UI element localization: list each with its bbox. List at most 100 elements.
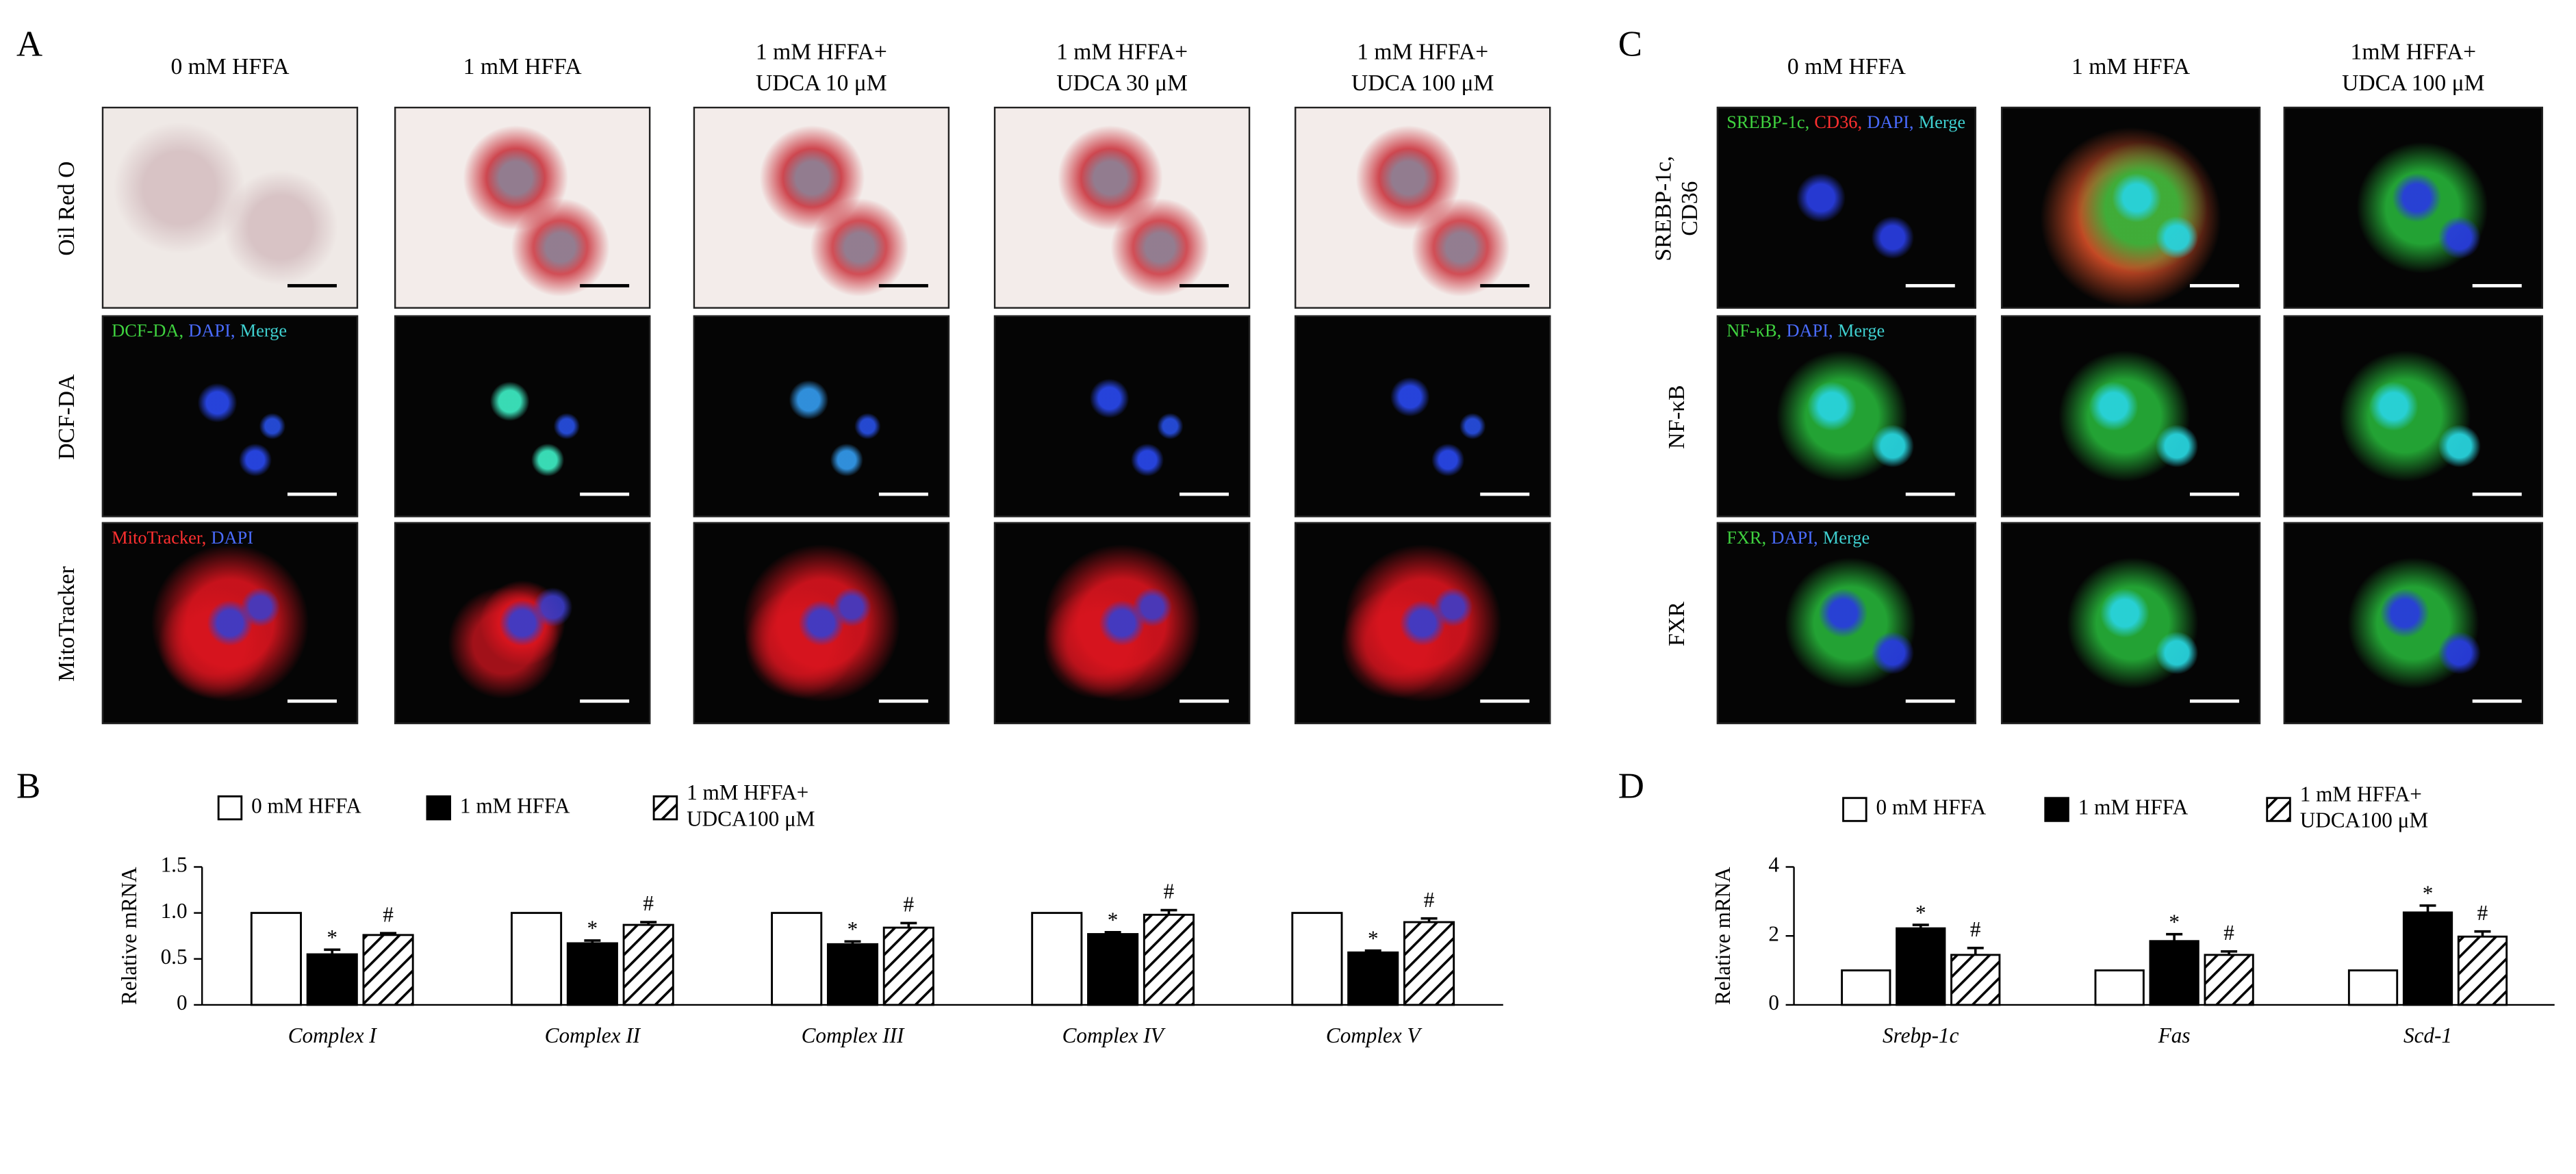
micrograph: FXR, DAPI, Merge xyxy=(1716,522,1976,724)
y-axis-label: Relative mRNA xyxy=(1711,867,1735,1005)
x-tick-label: Complex IV xyxy=(1062,1023,1166,1047)
bar xyxy=(2149,940,2199,1006)
scale-bar xyxy=(580,699,630,703)
scale-bar xyxy=(2189,492,2239,496)
significance-mark: # xyxy=(1164,880,1175,904)
significance-mark: * xyxy=(327,926,337,949)
micrograph xyxy=(394,106,651,309)
column-header: 1mM HFFA+ UDCA 100 μM xyxy=(2342,40,2485,97)
stain-legend: SREBP-1c, CD36, DAPI, Merge xyxy=(1726,114,1970,133)
significance-mark: * xyxy=(2169,910,2180,934)
scale-bar xyxy=(287,492,337,496)
legend-swatch xyxy=(1842,797,1867,822)
scale-bar xyxy=(2189,283,2239,288)
bar xyxy=(1950,954,2001,1006)
scale-bar xyxy=(2472,492,2522,496)
significance-mark: # xyxy=(2223,921,2234,945)
micrograph xyxy=(993,315,1251,518)
row-label: DCF-DA xyxy=(55,373,81,459)
significance-mark: # xyxy=(1424,888,1435,912)
bar xyxy=(362,934,414,1006)
scale-bar xyxy=(580,492,630,496)
bar xyxy=(1347,951,1399,1006)
y-tick-label: 2 xyxy=(1768,921,1779,945)
row-label: SREBP-1c, CD36 xyxy=(1653,155,1704,261)
y-tick-label: 4 xyxy=(1768,853,1779,877)
panel-label: D xyxy=(1618,765,1644,806)
micrograph xyxy=(693,106,950,309)
stain-label: DAPI, xyxy=(1867,113,1914,133)
legend-swatch xyxy=(217,795,243,821)
micrograph xyxy=(1295,106,1551,309)
stain-label: DAPI, xyxy=(1771,528,1818,549)
panel-label: C xyxy=(1618,23,1643,64)
bar xyxy=(1087,933,1139,1006)
stain-label: Merge xyxy=(1918,113,1966,133)
bar xyxy=(1143,913,1195,1006)
legend-swatch xyxy=(652,795,678,821)
significance-mark: * xyxy=(1368,926,1379,950)
micrograph: SREBP-1c, CD36, DAPI, Merge xyxy=(1716,106,1976,309)
bar xyxy=(826,943,879,1006)
scale-bar xyxy=(2472,699,2522,703)
bar xyxy=(2347,969,2399,1006)
bar xyxy=(771,912,823,1006)
micrograph xyxy=(394,315,651,518)
row-label: MitoTracker xyxy=(55,565,81,681)
micrograph: MitoTracker, DAPI xyxy=(101,522,359,724)
scale-bar xyxy=(878,492,928,496)
significance-mark: # xyxy=(383,902,394,926)
y-tick-label: 0 xyxy=(177,991,188,1015)
legend-swatch xyxy=(426,795,451,821)
bar xyxy=(2402,911,2453,1006)
x-tick-label: Complex I xyxy=(288,1023,378,1047)
scale-bar xyxy=(2189,699,2239,703)
bar xyxy=(1403,921,1455,1006)
micrograph xyxy=(2283,522,2543,724)
micrograph xyxy=(2283,106,2543,309)
stain-label: DCF-DA, xyxy=(112,322,184,342)
stain-label: Merge xyxy=(1837,322,1885,342)
micrograph xyxy=(993,106,1251,309)
micrograph xyxy=(2283,315,2543,518)
column-header: 0 mM HFFA xyxy=(170,55,290,81)
y-tick-label: 0.5 xyxy=(161,945,188,969)
panel-label: A xyxy=(16,23,43,64)
bar xyxy=(250,912,302,1006)
scale-bar xyxy=(1905,699,1955,703)
row-label: Oil Red O xyxy=(55,160,81,255)
significance-mark: * xyxy=(587,917,598,941)
x-tick-label: Fas xyxy=(2158,1023,2191,1047)
scale-bar xyxy=(287,283,337,288)
significance-mark: # xyxy=(2477,901,2488,925)
micrograph: DCF-DA, DAPI, Merge xyxy=(101,315,359,518)
scale-bar xyxy=(1179,699,1229,703)
legend-swatch xyxy=(2266,797,2291,822)
significance-mark: # xyxy=(904,893,915,917)
significance-mark: # xyxy=(1970,917,1981,941)
significance-mark: # xyxy=(643,891,654,915)
scale-bar xyxy=(1179,283,1229,288)
scale-bar xyxy=(878,283,928,288)
legend-label: 1 mM HFFA xyxy=(460,793,570,817)
stain-label: SREBP-1c, xyxy=(1726,113,1810,133)
micrograph xyxy=(2000,522,2261,724)
scale-bar xyxy=(1179,492,1229,496)
significance-mark: * xyxy=(1915,901,1926,925)
stain-label: MitoTracker, xyxy=(112,528,207,549)
y-tick-label: 0 xyxy=(1768,991,1779,1015)
bar xyxy=(566,942,618,1006)
legend-label: 0 mM HFFA xyxy=(251,793,361,817)
stain-label: DAPI xyxy=(211,528,254,549)
x-tick-label: Scd-1 xyxy=(2403,1023,2452,1047)
stain-label: DAPI, xyxy=(188,322,235,342)
bar xyxy=(2457,935,2508,1006)
column-header: 1 mM HFFA xyxy=(463,55,582,81)
legend-label: 1 mM HFFA xyxy=(2078,795,2189,819)
significance-mark: * xyxy=(1108,908,1119,932)
scale-bar xyxy=(580,283,630,288)
scale-bar xyxy=(287,699,337,703)
scale-bar xyxy=(878,699,928,703)
stain-label: FXR, xyxy=(1726,528,1767,549)
